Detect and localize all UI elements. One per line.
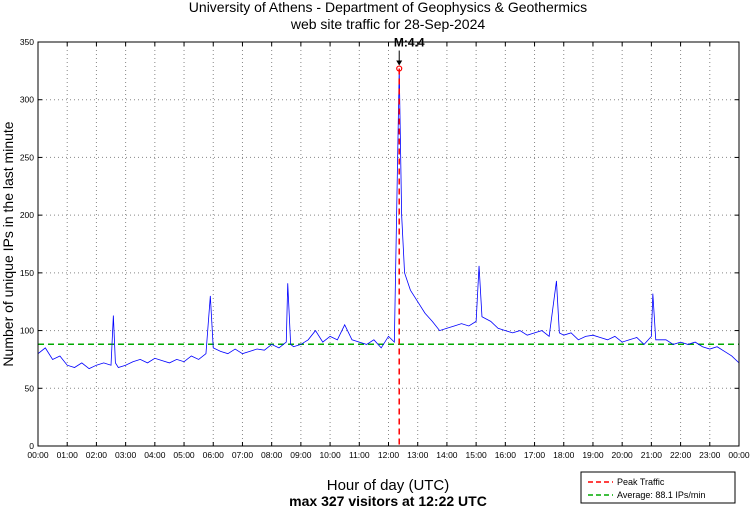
legend: Peak Traffic Average: 88.1 IPs/min bbox=[580, 471, 736, 504]
x-tick-label: 22:00 bbox=[670, 450, 692, 460]
x-tick-label: 10:00 bbox=[319, 450, 341, 460]
peak-marker bbox=[396, 65, 403, 72]
traffic-series-line bbox=[37, 68, 740, 370]
y-tick-label: 300 bbox=[20, 95, 34, 105]
legend-box bbox=[580, 471, 736, 504]
x-tick-label: 08:00 bbox=[261, 450, 283, 460]
x-tick-label: 17:00 bbox=[524, 450, 546, 460]
x-tick-label: 00:00 bbox=[27, 450, 49, 460]
x-tick-label: 15:00 bbox=[465, 450, 487, 460]
x-tick-label: 07:00 bbox=[232, 450, 254, 460]
peak-arrowhead bbox=[396, 60, 403, 66]
x-tick-label: 20:00 bbox=[612, 450, 634, 460]
y-tick-label: 150 bbox=[20, 268, 34, 278]
x-tick-label: 14:00 bbox=[436, 450, 458, 460]
y-tick-label: 0 bbox=[29, 441, 34, 451]
plot-frame bbox=[37, 41, 740, 447]
x-tick-label: 23:00 bbox=[699, 450, 721, 460]
x-tick-label: 03:00 bbox=[115, 450, 137, 460]
x-axis-sublabel: max 327 visitors at 12:22 UTC bbox=[289, 493, 487, 509]
y-tick-label: 100 bbox=[20, 326, 34, 336]
x-tick-label: 19:00 bbox=[582, 450, 604, 460]
legend-average-label: Average: 88.1 IPs/min bbox=[617, 490, 705, 500]
y-axis-label: Number of unique IPs in the last minute bbox=[0, 121, 16, 366]
peak-annotation: M:4.4 bbox=[394, 36, 425, 50]
x-tick-label: 11:00 bbox=[349, 450, 370, 460]
chart-title: University of Athens - Department of Geo… bbox=[189, 0, 587, 15]
x-tick-label: 21:00 bbox=[641, 450, 663, 460]
x-tick-label: 01:00 bbox=[57, 450, 79, 460]
x-tick-label: 04:00 bbox=[144, 450, 166, 460]
y-tick-label: 50 bbox=[25, 383, 35, 393]
y-tick-label: 350 bbox=[20, 37, 34, 47]
x-tick-label: 18:00 bbox=[553, 450, 575, 460]
x-tick-label: 06:00 bbox=[203, 450, 225, 460]
axis-ticks: 00:00 01:00 02:00 03:00 04:00 05:00 06:00 07:00… bbox=[20, 37, 750, 460]
x-axis-label: Hour of day (UTC) bbox=[327, 477, 450, 494]
x-tick-label: 09:00 bbox=[290, 450, 312, 460]
y-tick-label: 200 bbox=[20, 210, 34, 220]
x-tick-label: 00:00 bbox=[728, 450, 750, 460]
x-tick-label: 02:00 bbox=[86, 450, 108, 460]
x-tick-label: 05:00 bbox=[173, 450, 195, 460]
y-tick-label: 250 bbox=[20, 152, 34, 162]
x-tick-label: 16:00 bbox=[495, 450, 517, 460]
legend-peak-label: Peak Traffic bbox=[617, 477, 665, 487]
x-tick-label: 12:00 bbox=[378, 450, 400, 460]
grid bbox=[38, 42, 739, 446]
x-tick-label: 13:00 bbox=[407, 450, 429, 460]
chart-subtitle: web site traffic for 28-Sep-2024 bbox=[290, 16, 486, 32]
